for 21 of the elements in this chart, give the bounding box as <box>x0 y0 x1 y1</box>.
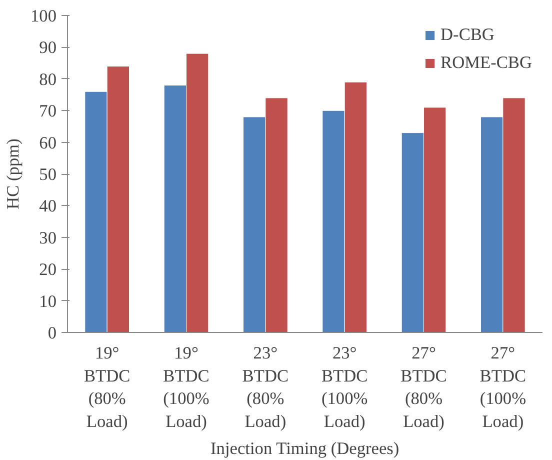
y-tick-label: 80 <box>39 70 56 89</box>
x-tick-label: 19° BTDC (100% Load) <box>163 344 210 431</box>
y-tick-label: 70 <box>39 102 56 121</box>
y-tick-label: 10 <box>39 292 56 311</box>
x-tick-label: 23° BTDC (80% Load) <box>242 344 289 431</box>
y-tick-label: 90 <box>39 38 56 58</box>
y-tick-label: 40 <box>39 196 56 216</box>
y-tick-label: 100 <box>30 6 57 26</box>
y-tick-label: 60 <box>39 133 56 152</box>
legend-label: D-CBG <box>440 25 494 45</box>
x-tick-label: 27° BTDC (100% Load) <box>480 344 526 431</box>
x-tick-label: 27° BTDC (80% Load) <box>400 344 447 431</box>
y-axis-title: HC (ppm) <box>4 138 23 210</box>
x-tick-label: 19° BTDC (80% Load) <box>84 344 130 431</box>
legend-label: ROME-CBG <box>440 53 532 73</box>
y-tick-label: 30 <box>39 228 56 248</box>
y-tick-label: 50 <box>39 165 56 184</box>
x-axis-title: Injection Timing (Degrees) <box>210 438 400 458</box>
x-tick-label: 23° BTDC (100% Load) <box>321 344 368 431</box>
y-tick-label: 0 <box>48 324 57 342</box>
y-tick-label: 20 <box>39 260 56 280</box>
